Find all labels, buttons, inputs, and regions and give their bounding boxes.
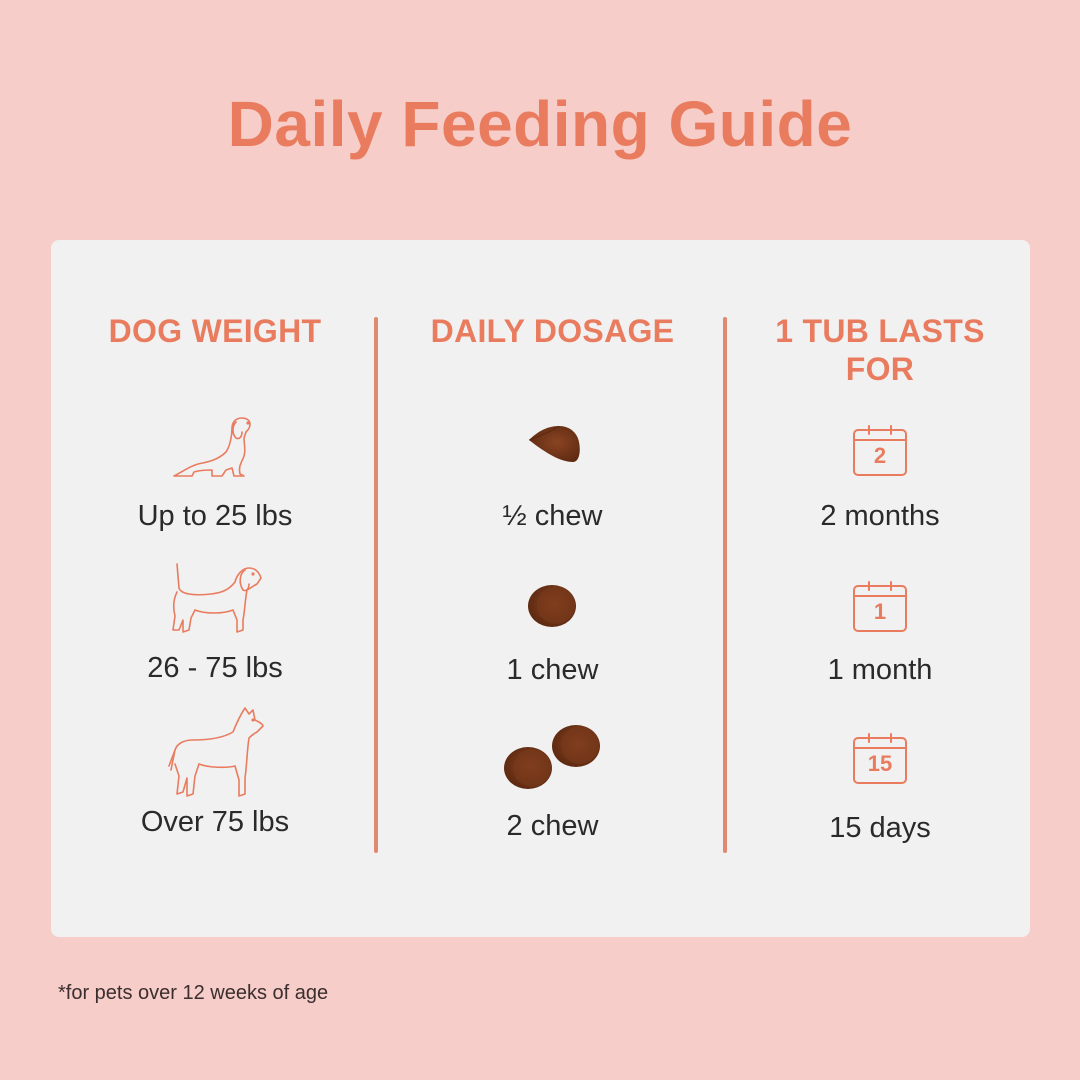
- dosage-label: 1 chew: [506, 654, 599, 686]
- duration-row-two-months: 2 2 months: [750, 424, 1010, 532]
- daily-dosage-column: DAILY DOSAGE ½ chew 1 che: [400, 312, 705, 842]
- duration-label: 1 month: [827, 654, 933, 686]
- small-dog-dachshund-icon: [173, 417, 251, 477]
- two-chews-image: [503, 725, 600, 789]
- one-chew-image: [527, 585, 576, 627]
- column-divider: [723, 317, 727, 853]
- medium-dog-beagle-icon: [172, 563, 262, 633]
- page-title: Daily Feeding Guide: [227, 88, 853, 160]
- dosage-label: ½ chew: [502, 500, 603, 532]
- calendar-icon: 15: [851, 732, 909, 786]
- tub-duration-column: 1 TUB LASTS FOR 2 2 months 1 1 month: [750, 312, 1010, 844]
- calendar-icon: 2: [851, 424, 909, 478]
- tub-duration-header: 1 TUB LASTS FOR: [750, 312, 1010, 388]
- tub-duration-header-line2: FOR: [845, 351, 915, 387]
- dosage-row-half: ½ chew: [400, 422, 705, 532]
- daily-dosage-header: DAILY DOSAGE: [430, 313, 675, 349]
- column-divider: [374, 317, 378, 853]
- tub-duration-header-line1: 1 TUB LASTS: [775, 313, 985, 349]
- calendar-icon: 1: [851, 580, 909, 634]
- weight-label: 26 - 75 lbs: [147, 652, 283, 684]
- dosage-row-one: 1 chew: [400, 582, 705, 686]
- duration-label: 15 days: [829, 812, 931, 844]
- weight-label: Up to 25 lbs: [137, 500, 293, 532]
- calendar-number: 15: [867, 751, 893, 776]
- calendar-number: 1: [873, 599, 887, 624]
- weight-row-large: Over 75 lbs: [85, 704, 345, 838]
- duration-row-one-month: 1 1 month: [750, 580, 1010, 686]
- dosage-label: 2 chew: [506, 810, 599, 842]
- half-chew-image: [528, 425, 580, 462]
- large-dog-icon: [168, 707, 264, 797]
- weight-row-medium: 26 - 75 lbs: [85, 560, 345, 684]
- age-footnote: *for pets over 12 weeks of age: [58, 982, 329, 1004]
- duration-row-fifteen-days: 15 15 days: [750, 732, 1010, 844]
- dosage-row-two: 2 chew: [400, 722, 705, 842]
- calendar-number: 2: [873, 443, 887, 468]
- weight-row-small: Up to 25 lbs: [85, 414, 345, 532]
- dog-weight-column: DOG WEIGHT Up to 25 lbs 26 - 75 lbs Over…: [85, 312, 345, 838]
- duration-label: 2 months: [820, 500, 940, 532]
- weight-label: Over 75 lbs: [140, 806, 290, 838]
- dog-weight-header: DOG WEIGHT: [108, 313, 322, 349]
